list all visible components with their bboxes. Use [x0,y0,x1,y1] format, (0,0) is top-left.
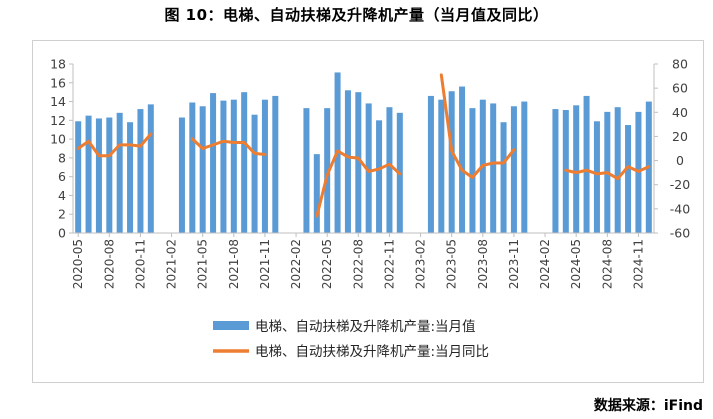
bar-2021-08 [230,99,237,233]
bar-2021-07 [220,100,227,233]
source-note: 数据来源：iFind [593,398,703,414]
x-tick-label: 2022-05 [320,239,334,289]
x-tick-label: 2022-08 [351,239,365,289]
bar-2024-07 [593,121,600,233]
yoy-line-segment [315,149,402,218]
x-tick-label: 2024-02 [538,239,552,289]
bar-2020-05 [75,121,82,233]
legend-line-label: 电梯、自动扶梯及升降机产量:当月同比 [255,344,489,360]
bar-2022-03 [303,108,310,233]
legend-bar-swatch [213,321,249,330]
y-left-tick-label: 8 [58,150,66,165]
bar-2021-12 [272,95,279,233]
y-left-tick-label: 16 [50,75,66,90]
bar-2021-03 [178,117,185,233]
y-right-tick-label: -60 [670,226,690,241]
x-tick-label: 2021-08 [227,239,241,289]
y-right-tick-label: -20 [670,177,690,192]
yoy-line-segment [439,73,516,179]
bar-2022-10 [376,120,383,233]
x-tick-label: 2021-02 [165,239,179,289]
bar-2024-09 [614,107,621,233]
bar-2020-07 [95,118,102,233]
yoy-line-segment [76,132,153,158]
bar-2021-04 [189,102,196,233]
y-right-tick-label: 60 [672,81,688,96]
legend-bar-label: 电梯、自动扶梯及升降机产量:当月值 [255,319,476,335]
bar-2023-04 [438,99,445,233]
x-tick-label: 2024-11 [631,239,645,289]
chart-frame: 0 2 4 6 8 10 12 14 16 18 -60 -40 -20 0 20 40 60 80 2020-05… [32,40,704,383]
bar-2020-10 [127,122,134,233]
bar-2022-04 [313,154,320,233]
x-tick-label: 2021-05 [196,239,210,289]
bar-2022-09 [365,103,372,233]
bar-2024-06 [583,95,590,233]
bar-2023-12 [521,101,528,233]
chart-title: 图 10：电梯、自动扶梯及升降机产量（当月值及同比） [164,6,549,24]
y-left-tick-label: 18 [50,57,66,72]
bar-2020-12 [147,104,154,233]
yoy-line-segment [190,137,267,157]
bar-2022-07 [344,90,351,234]
bar-2023-10 [500,122,507,233]
bar-2021-11 [261,99,268,233]
chart-svg: 0 2 4 6 8 10 12 14 16 18 -60 -40 -20 0 20 40 60 80 2020-05… [50,57,690,361]
bar-2020-11 [137,109,144,233]
bar-2021-09 [241,92,248,233]
bar-2023-05 [448,91,455,233]
bar-2020-08 [106,117,113,233]
y-left-tick-label: 10 [50,132,66,147]
x-tick-label: 2023-02 [414,239,428,289]
x-tick-label: 2021-11 [258,239,272,289]
bar-2023-03 [427,95,434,233]
y-left-tick-label: 12 [50,113,66,128]
x-tick-label: 2022-11 [382,239,396,289]
y-left-tick-label: 6 [58,169,66,184]
bar-2023-07 [469,108,476,233]
bar-2023-09 [490,103,497,233]
bar-2024-03 [552,109,559,233]
yoy-line-segment [564,165,651,181]
y-right-tick-label: 40 [672,105,688,120]
bar-2022-11 [386,107,393,233]
bar-2021-05 [199,106,206,233]
bar-2022-08 [355,92,362,233]
x-tick-label: 2023-08 [476,239,490,289]
bar-2021-06 [210,93,217,233]
bar-2024-05 [573,105,580,233]
bar-series [75,72,652,234]
x-tick-label: 2022-02 [289,239,303,289]
y-left-tick-label: 2 [58,207,66,222]
x-tick-label: 2024-05 [569,239,583,289]
x-tick-label: 2020-11 [133,239,147,289]
bar-2020-09 [116,112,123,233]
x-tick-label: 2023-05 [445,239,459,289]
y-left-tick-label: 4 [58,188,66,203]
bar-2023-11 [510,106,517,233]
y-right-tick-label: 20 [672,129,688,144]
line-series [76,73,651,218]
bar-2020-06 [85,115,92,233]
y-left-tick-label: 0 [58,226,66,241]
bar-2021-10 [251,114,258,233]
y-right-tick-label: 0 [676,153,684,168]
x-tick-label: 2024-08 [600,239,614,289]
y-right-tick-label: -40 [670,201,690,216]
y-left-tick-label: 14 [50,94,66,109]
bar-2022-05 [324,108,331,233]
x-tick-label: 2020-05 [71,239,85,289]
x-tick-label: 2020-08 [102,239,116,289]
axes: 0 2 4 6 8 10 12 14 16 18 -60 -40 -20 0 20 40 60 80 2020-05… [50,57,690,290]
bar-2024-10 [625,125,632,233]
y-right-tick-label: 80 [672,57,688,72]
x-tick-label: 2023-11 [507,239,521,289]
bar-2023-06 [459,86,466,234]
